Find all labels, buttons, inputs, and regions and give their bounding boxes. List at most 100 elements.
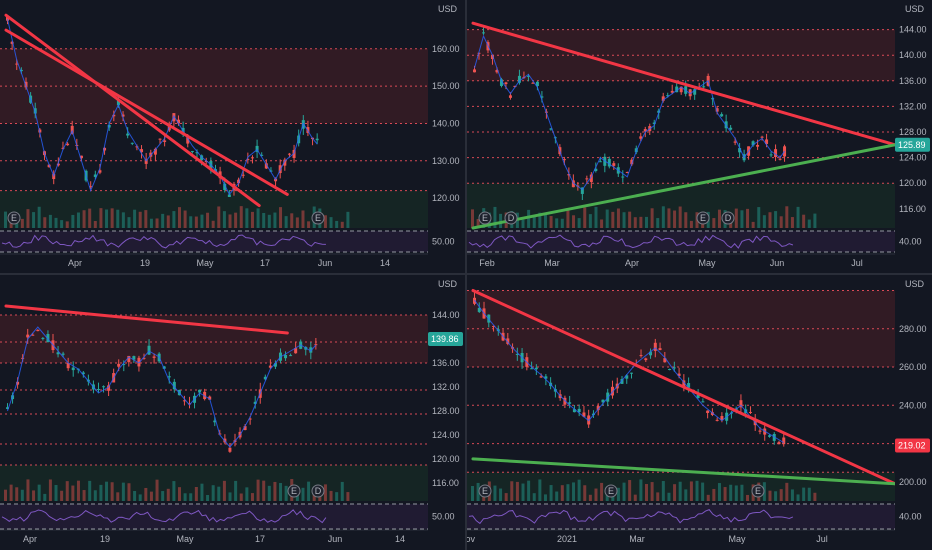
volume-bar (796, 494, 800, 501)
earnings-marker[interactable]: E (751, 484, 765, 498)
candle-body (706, 410, 710, 414)
panel-top-right[interactable]: USD 144.00 140.00 136.00 132.00 128.00 124.00 1… (467, 0, 932, 273)
current-price-text: 219.02 (898, 441, 926, 451)
candle-body (204, 161, 208, 163)
candle-body (248, 418, 252, 420)
resistance-trendline[interactable] (471, 288, 897, 486)
volume-bar (729, 484, 733, 501)
earnings-marker[interactable]: E (311, 211, 325, 225)
rsi-pane (0, 504, 428, 529)
resistance-trendline[interactable] (4, 28, 289, 196)
volume-bar (689, 481, 693, 501)
volume-bar (790, 489, 794, 501)
candle-body (531, 82, 535, 84)
panel-top-left[interactable]: USD 160.00 150.00 140.00 130.00 120.00 50.00 Ap… (0, 0, 465, 273)
volume-bar (105, 209, 109, 228)
volume-bar (138, 211, 142, 228)
candle-body (112, 114, 116, 117)
candle-body (756, 144, 760, 147)
marker-letter: E (315, 213, 321, 223)
candle-body (682, 380, 686, 388)
time-tick-label: May (196, 258, 214, 268)
support-zone (0, 190, 428, 228)
current-price-badge (895, 438, 930, 453)
currency-label: USD (438, 4, 458, 14)
volume-bar (633, 494, 637, 501)
chart-canvas[interactable]: USD144.00140.00136.00132.00128.00124.001… (467, 0, 932, 273)
volume-bar (189, 493, 193, 501)
volume-bar (335, 220, 339, 228)
candle-body (314, 344, 318, 346)
candle-body (530, 368, 534, 370)
volume-bar (600, 482, 604, 501)
time-tick-label: Jul (851, 258, 863, 268)
dividend-marker[interactable]: D (504, 211, 518, 225)
price-tick-label: 128.00 (432, 406, 460, 416)
candle-body (495, 70, 499, 73)
candle-body (782, 437, 786, 445)
marker-circle (311, 484, 325, 498)
price-axis[interactable] (428, 275, 465, 550)
candle-body (107, 385, 111, 391)
marker-letter: D (508, 213, 515, 223)
candle-body (661, 96, 665, 101)
volume-bar (746, 208, 750, 228)
earnings-marker[interactable]: E (478, 211, 492, 225)
candle-body (315, 138, 319, 141)
candle-body (720, 114, 724, 117)
volume-bar (701, 482, 705, 501)
volume-bar (116, 492, 120, 501)
price-tick-label: 116.00 (899, 204, 926, 214)
volume-bar (26, 479, 30, 501)
resistance-trendline[interactable] (471, 21, 897, 147)
volume-bar (110, 482, 114, 501)
candle-body (748, 411, 752, 413)
time-tick-label: 17 (260, 258, 270, 268)
volume-bar (740, 210, 744, 228)
earnings-marker[interactable]: E (287, 484, 301, 498)
dividend-marker[interactable]: D (721, 211, 735, 225)
earnings-marker[interactable]: E (604, 484, 618, 498)
resistance-trendline[interactable] (4, 13, 261, 208)
volume-bar (661, 206, 665, 228)
volume-bar (250, 211, 254, 228)
support-trendline[interactable] (471, 143, 897, 230)
volume-bar (656, 218, 660, 228)
time-tick-label: Jun (318, 258, 333, 268)
candle-body (630, 159, 634, 165)
volume-bar (340, 221, 344, 228)
price-axis[interactable] (895, 0, 932, 273)
volume-bar (712, 218, 716, 228)
volume-bar (20, 489, 24, 501)
volume-bar (779, 489, 783, 501)
volume-bar (110, 208, 114, 228)
candle-body (24, 81, 28, 88)
dividend-marker[interactable]: D (311, 484, 325, 498)
price-axis[interactable] (895, 275, 932, 550)
resistance-trendline[interactable] (4, 304, 289, 335)
chart-canvas[interactable]: USD144.00140.00136.00132.00128.00124.001… (0, 275, 465, 550)
panel-bottom-right[interactable]: USD280.00260.00240.00220.00200.0040.0021… (467, 275, 932, 550)
currency-label: USD (905, 4, 925, 14)
earnings-marker[interactable]: E (7, 211, 21, 225)
panel-bottom-left[interactable]: USD144.00140.00136.00132.00128.00124.001… (0, 275, 465, 550)
volume-bar (211, 220, 215, 228)
earnings-marker[interactable]: E (696, 211, 710, 225)
volume-bar (279, 207, 283, 228)
volume-bar (476, 219, 480, 228)
price-axis[interactable] (428, 0, 465, 273)
support-trendline[interactable] (471, 457, 897, 486)
volume-bar (273, 212, 277, 228)
earnings-marker[interactable]: E (478, 484, 492, 498)
chart-canvas[interactable]: USD 160.00 150.00 140.00 130.00 120.00 50.00 Ap… (0, 0, 465, 273)
candle-body (535, 81, 539, 87)
chart-canvas[interactable]: USD280.00260.00240.00220.00200.0040.0021… (467, 275, 932, 550)
candle-body (177, 119, 181, 124)
volume-bar (93, 221, 97, 228)
candle-body (758, 430, 762, 432)
candle-body (499, 79, 503, 86)
volume-bar (622, 482, 626, 501)
volume-bar (284, 216, 288, 228)
volume-bar (183, 210, 187, 228)
candle-body (208, 396, 212, 400)
